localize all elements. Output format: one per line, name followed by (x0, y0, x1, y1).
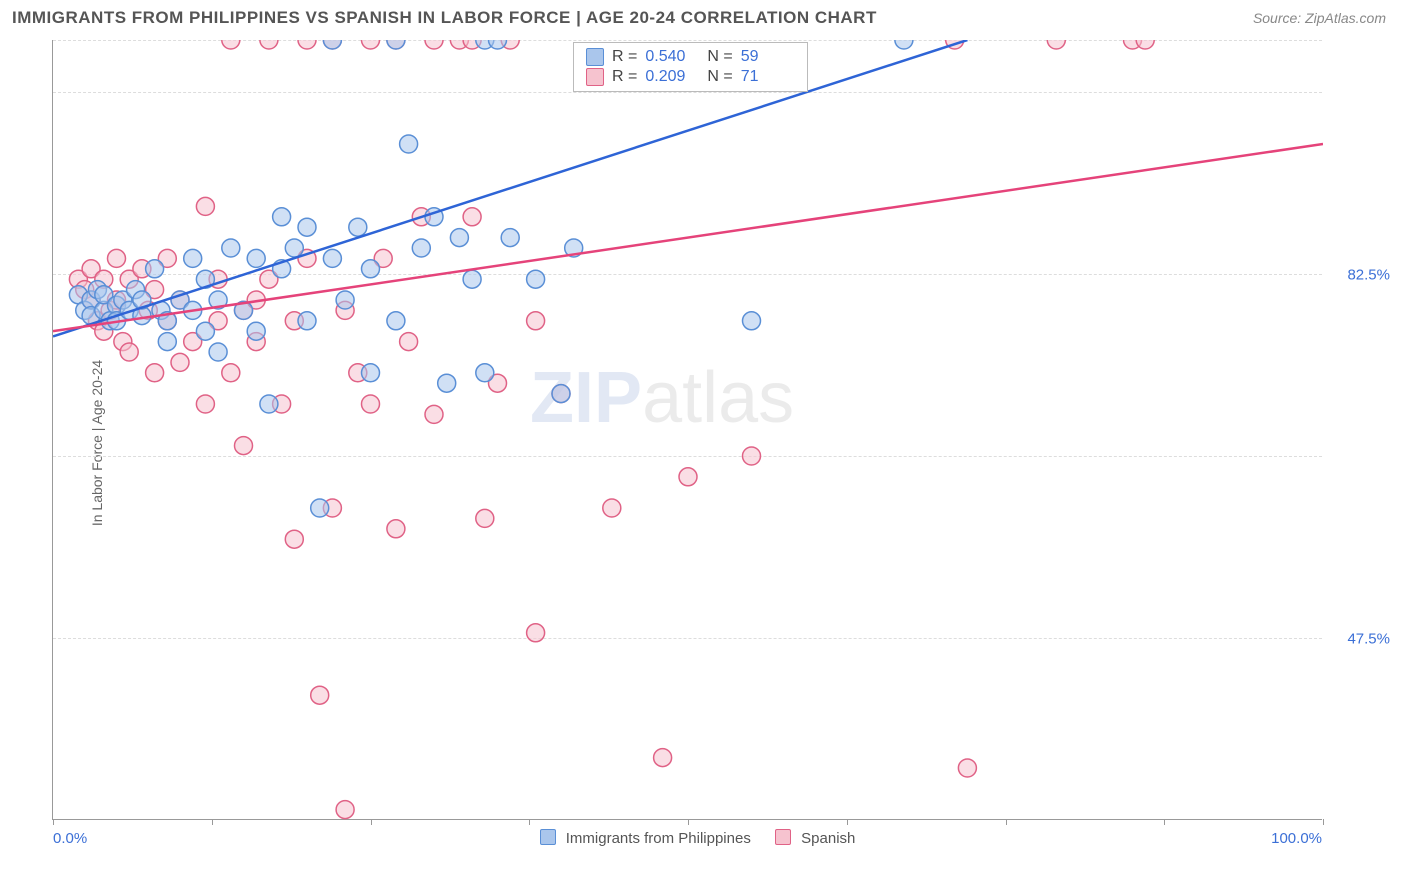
data-point-spanish (120, 343, 138, 361)
data-point-philippines (184, 249, 202, 267)
data-point-philippines (387, 40, 405, 49)
data-point-spanish (1047, 40, 1065, 49)
data-point-spanish (260, 40, 278, 49)
data-point-spanish (400, 333, 418, 351)
data-point-philippines (247, 322, 265, 340)
data-point-spanish (196, 395, 214, 413)
chart-title: IMMIGRANTS FROM PHILIPPINES VS SPANISH I… (12, 8, 877, 28)
data-point-philippines (247, 249, 265, 267)
data-point-spanish (743, 447, 761, 465)
data-point-philippines (743, 312, 761, 330)
trend-line-philippines (53, 40, 967, 336)
x-tick (688, 819, 689, 825)
data-point-spanish (1136, 40, 1154, 49)
y-tick-label: 47.5% (1347, 631, 1390, 648)
x-tick (1164, 819, 1165, 825)
data-point-spanish (387, 520, 405, 538)
x-tick (847, 819, 848, 825)
chart-container: In Labor Force | Age 20-24 ZIPatlas 47.5… (52, 40, 1392, 845)
data-point-philippines (285, 239, 303, 257)
data-point-spanish (425, 405, 443, 423)
data-point-philippines (438, 374, 456, 392)
data-point-philippines (158, 333, 176, 351)
data-point-philippines (209, 343, 227, 361)
data-point-philippines (450, 229, 468, 247)
data-point-spanish (108, 249, 126, 267)
data-point-spanish (527, 624, 545, 642)
data-point-spanish (285, 530, 303, 548)
data-point-spanish (527, 312, 545, 330)
data-point-philippines (222, 239, 240, 257)
x-tick (529, 819, 530, 825)
data-point-philippines (412, 239, 430, 257)
data-point-spanish (654, 749, 672, 767)
data-point-spanish (362, 40, 380, 49)
chart-source: Source: ZipAtlas.com (1253, 10, 1386, 26)
y-tick-label: 82.5% (1347, 267, 1390, 284)
stat-box: R =0.540 N =59 R =0.209 N =71 (573, 42, 808, 92)
x-tick (1006, 819, 1007, 825)
x-tick (371, 819, 372, 825)
data-point-spanish (222, 364, 240, 382)
stat-row-philippines: R =0.540 N =59 (586, 47, 795, 67)
data-point-philippines (349, 218, 367, 236)
data-point-spanish (336, 801, 354, 819)
data-point-philippines (527, 270, 545, 288)
data-point-philippines (260, 395, 278, 413)
data-point-philippines (336, 291, 354, 309)
data-point-spanish (679, 468, 697, 486)
data-point-spanish (476, 509, 494, 527)
data-point-spanish (146, 364, 164, 382)
x-tick (53, 819, 54, 825)
data-point-spanish (235, 437, 253, 455)
data-point-philippines (552, 385, 570, 403)
stat-row-spanish: R =0.209 N =71 (586, 67, 795, 87)
x-tick (212, 819, 213, 825)
data-point-philippines (323, 249, 341, 267)
data-point-philippines (489, 40, 507, 49)
data-point-spanish (311, 686, 329, 704)
data-point-spanish (603, 499, 621, 517)
data-point-spanish (425, 40, 443, 49)
legend-swatch-spanish (775, 829, 791, 845)
data-point-spanish (196, 197, 214, 215)
data-point-philippines (146, 260, 164, 278)
data-point-spanish (463, 208, 481, 226)
legend-label-philippines: Immigrants from Philippines (566, 830, 751, 847)
legend-swatch-philippines (540, 829, 556, 845)
data-point-philippines (463, 270, 481, 288)
data-point-philippines (387, 312, 405, 330)
data-point-philippines (298, 312, 316, 330)
data-point-philippines (400, 135, 418, 153)
data-point-philippines (311, 499, 329, 517)
data-point-spanish (222, 40, 240, 49)
trend-line-spanish (53, 144, 1323, 331)
data-point-spanish (958, 759, 976, 777)
data-point-philippines (362, 364, 380, 382)
data-point-spanish (362, 395, 380, 413)
legend-label-spanish: Spanish (801, 830, 855, 847)
chart-header: IMMIGRANTS FROM PHILIPPINES VS SPANISH I… (0, 0, 1406, 32)
plot-area: ZIPatlas 47.5%82.5% R =0.540 N =59 R =0.… (52, 40, 1322, 820)
data-point-philippines (476, 364, 494, 382)
data-point-philippines (323, 40, 341, 49)
data-point-philippines (273, 208, 291, 226)
data-point-philippines (298, 218, 316, 236)
data-point-philippines (501, 229, 519, 247)
data-point-spanish (298, 40, 316, 49)
data-point-philippines (362, 260, 380, 278)
bottom-legend: Immigrants from Philippines Spanish (53, 829, 1322, 847)
scatter-plot (53, 40, 1323, 820)
data-point-spanish (171, 353, 189, 371)
x-tick (1323, 819, 1324, 825)
data-point-philippines (196, 322, 214, 340)
data-point-philippines (895, 40, 913, 49)
